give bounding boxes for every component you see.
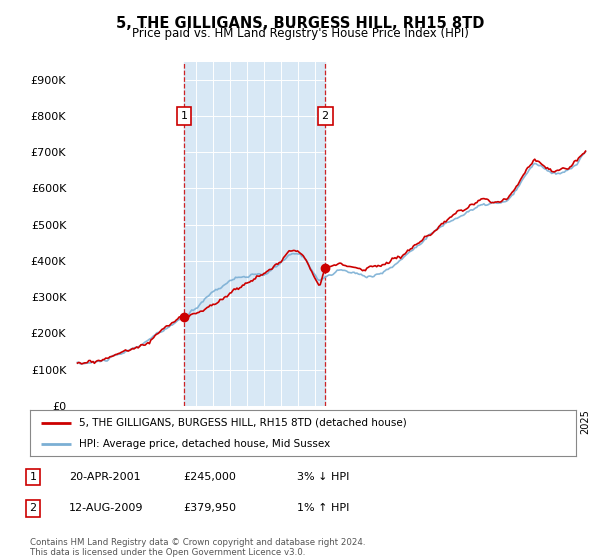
Text: 2: 2 bbox=[29, 503, 37, 514]
Text: £379,950: £379,950 bbox=[183, 503, 236, 514]
Text: 2: 2 bbox=[322, 111, 329, 121]
Text: 5, THE GILLIGANS, BURGESS HILL, RH15 8TD (detached house): 5, THE GILLIGANS, BURGESS HILL, RH15 8TD… bbox=[79, 418, 407, 428]
Text: 1: 1 bbox=[29, 472, 37, 482]
Text: Contains HM Land Registry data © Crown copyright and database right 2024.
This d: Contains HM Land Registry data © Crown c… bbox=[30, 538, 365, 557]
Text: 1: 1 bbox=[181, 111, 187, 121]
Text: Price paid vs. HM Land Registry's House Price Index (HPI): Price paid vs. HM Land Registry's House … bbox=[131, 27, 469, 40]
Text: 20-APR-2001: 20-APR-2001 bbox=[69, 472, 140, 482]
Text: 12-AUG-2009: 12-AUG-2009 bbox=[69, 503, 143, 514]
Text: HPI: Average price, detached house, Mid Sussex: HPI: Average price, detached house, Mid … bbox=[79, 439, 331, 449]
Text: 3% ↓ HPI: 3% ↓ HPI bbox=[297, 472, 349, 482]
Text: 5, THE GILLIGANS, BURGESS HILL, RH15 8TD: 5, THE GILLIGANS, BURGESS HILL, RH15 8TD bbox=[116, 16, 484, 31]
Bar bbox=[184, 62, 325, 406]
Text: £245,000: £245,000 bbox=[183, 472, 236, 482]
Text: 1% ↑ HPI: 1% ↑ HPI bbox=[297, 503, 349, 514]
